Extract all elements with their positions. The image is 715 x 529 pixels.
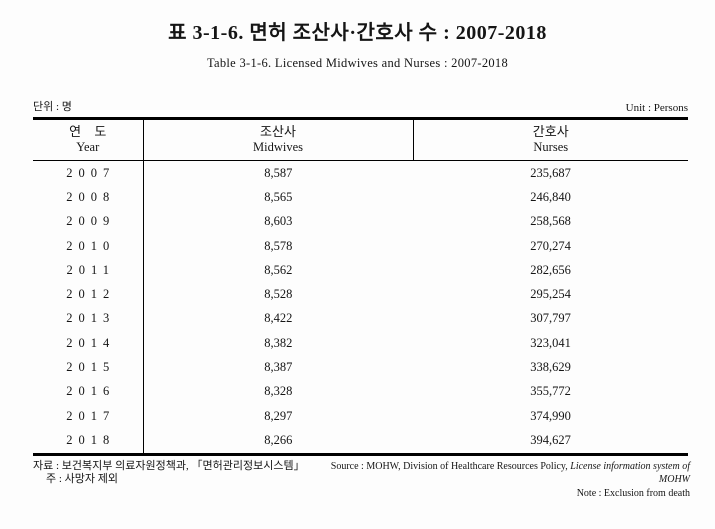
- year-cell: 2009: [33, 209, 144, 234]
- table-row: 2012 8,528 295,254: [33, 282, 688, 307]
- exclusion-note-korean: 주 : 사망자 제외: [46, 473, 119, 486]
- table-row: 2014 8,382 323,041: [33, 331, 688, 356]
- midwives-cell: 8,565: [264, 189, 293, 204]
- table-row: 2007 8,587 235,687: [33, 160, 688, 186]
- year-cell: 2013: [33, 306, 144, 332]
- header-row: 연 도 Year 조산사 Midwives 간호사 Nurses: [33, 118, 688, 161]
- table-row: 2016 8,328 355,772: [33, 379, 688, 404]
- nurses-cell: 355,772: [530, 384, 571, 399]
- table-row: 2017 8,297 374,990: [33, 403, 688, 429]
- column-header-nurses-english: Nurses: [533, 140, 569, 154]
- nurses-cell: 270,274: [530, 238, 571, 253]
- midwives-cell: 8,587: [264, 165, 293, 180]
- column-header-year-english: Year: [76, 140, 100, 154]
- year-cell: 2010: [33, 233, 144, 259]
- nurses-cell: 338,629: [530, 360, 571, 375]
- source-note-korean: 자료 : 보건복지부 의료자원정책과, 「면허관리정보시스템」: [33, 459, 305, 472]
- year-cell: 2018: [33, 428, 144, 455]
- year-cell: 2016: [33, 379, 144, 404]
- midwives-cell: 8,422: [264, 311, 293, 326]
- midwives-cell: 8,297: [264, 408, 293, 423]
- document-page: 표 3-1-6. 면허 조산사·간호사 수 : 2007-2018 Table …: [0, 16, 715, 529]
- table-row: 2013 8,422 307,797: [33, 306, 688, 332]
- year-cell: 2012: [33, 282, 144, 307]
- unit-label-korean: 단위 : 명: [33, 101, 72, 113]
- column-header-midwives-korean: 조산사: [260, 124, 296, 139]
- unit-row: 단위 : 명 Unit : Persons: [33, 98, 688, 114]
- year-cell: 2015: [33, 355, 144, 380]
- year-cell: 2007: [33, 160, 144, 186]
- midwives-cell: 8,382: [264, 335, 293, 350]
- column-header-year: 연 도 Year: [33, 118, 144, 161]
- table-title-korean: 표 3-1-6. 면허 조산사·간호사 수 : 2007-2018: [168, 22, 547, 44]
- year-cell: 2011: [33, 258, 144, 283]
- nurses-cell: 258,568: [530, 214, 571, 229]
- midwives-cell: 8,562: [264, 262, 293, 277]
- column-header-midwives-english: Midwives: [253, 140, 303, 154]
- table-title-english: Table 3-1-6. Licensed Midwives and Nurse…: [206, 56, 509, 70]
- year-cell: 2017: [33, 403, 144, 429]
- table-row: 2011 8,562 282,656: [33, 258, 688, 283]
- nurses-cell: 246,840: [530, 189, 571, 204]
- nurses-cell: 307,797: [530, 311, 571, 326]
- year-cell: 2008: [33, 185, 144, 210]
- midwives-cell: 8,528: [264, 287, 293, 302]
- nurses-cell: 323,041: [530, 335, 571, 350]
- table-row: 2010 8,578 270,274: [33, 233, 688, 259]
- midwives-cell: 8,328: [264, 384, 293, 399]
- midwives-cell: 8,387: [264, 360, 293, 375]
- table-body: 2007 8,587 235,687 2008 8,565 246,840 2009 8,60…: [33, 160, 688, 455]
- midwives-cell: 8,603: [264, 214, 293, 229]
- exclusion-note-english: Note : Exclusion from death: [576, 487, 690, 499]
- column-header-nurses: 간호사 Nurses: [413, 118, 688, 161]
- licensed-midwives-nurses-table: 연 도 Year 조산사 Midwives 간호사 Nurses 2007 8,5…: [33, 117, 688, 456]
- midwives-cell: 8,578: [264, 238, 293, 253]
- table-row: 2008 8,565 246,840: [33, 185, 688, 210]
- midwives-cell: 8,266: [264, 432, 293, 447]
- nurses-cell: 282,656: [530, 262, 571, 277]
- year-cell: 2014: [33, 331, 144, 356]
- table-row: 2018 8,266 394,627: [33, 428, 688, 455]
- source-note-english-italic: License information system of MOHW: [570, 460, 690, 486]
- column-header-midwives: 조산사 Midwives: [143, 118, 414, 161]
- footnotes: 자료 : 보건복지부 의료자원정책과, 「면허관리정보시스템」 주 : 사망자 …: [33, 460, 690, 501]
- nurses-cell: 295,254: [530, 287, 571, 302]
- column-header-year-korean: 연 도: [69, 124, 107, 139]
- column-header-nurses-korean: 간호사: [532, 124, 569, 139]
- nurses-cell: 374,990: [530, 408, 571, 423]
- unit-label-english: Unit : Persons: [625, 102, 688, 114]
- table-row: 2009 8,603 258,568: [33, 209, 688, 234]
- footnotes-english: Source : MOHW, Division of Healthcare Re…: [302, 460, 690, 501]
- source-note-english-prefix: Source : MOHW, Division of Healthcare Re…: [330, 460, 571, 472]
- footnotes-korean: 자료 : 보건복지부 의료자원정책과, 「면허관리정보시스템」 주 : 사망자 …: [33, 459, 305, 487]
- source-note-english: Source : MOHW, Division of Healthcare Re…: [302, 460, 690, 487]
- table-row: 2015 8,387 338,629: [33, 355, 688, 380]
- nurses-cell: 235,687: [530, 165, 571, 180]
- nurses-cell: 394,627: [530, 432, 571, 447]
